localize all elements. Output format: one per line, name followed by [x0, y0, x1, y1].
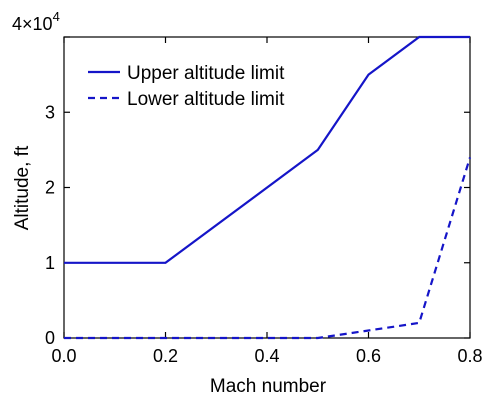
upper-altitude-limit-line: [64, 35, 470, 264]
legend-label-lower: Lower altitude limit: [127, 89, 285, 110]
y-tick-label: 1: [45, 253, 55, 273]
x-axis-ticks: 0.0 0.2 0.4 0.6 0.8: [51, 37, 483, 366]
y-multiplier-lead-tick: 4: [12, 14, 22, 34]
legend: Upper altitude limit Lower altitude limi…: [88, 63, 285, 110]
x-axis-title: Mach number: [210, 376, 327, 397]
y-tick-label: 0: [45, 328, 55, 348]
x-tick-label: 0.8: [457, 346, 482, 366]
x-tick-label: 0.6: [356, 346, 381, 366]
y-tick-label: 3: [45, 102, 55, 122]
y-tick-label: 2: [45, 178, 55, 198]
x-tick-label: 0.2: [153, 346, 178, 366]
x-tick-label: 0.4: [254, 346, 279, 366]
x-tick-label: 0.0: [51, 346, 76, 366]
legend-label-upper: Upper altitude limit: [127, 63, 285, 84]
y-axis-title: Altitude, ft: [12, 145, 33, 230]
lower-altitude-limit-line: [64, 157, 472, 340]
y-multiplier-base: ×10: [22, 14, 53, 34]
series-lines: [64, 35, 472, 340]
y-multiplier-exponent: 4: [53, 9, 60, 24]
y-axis-multiplier: 4×104: [12, 9, 60, 34]
